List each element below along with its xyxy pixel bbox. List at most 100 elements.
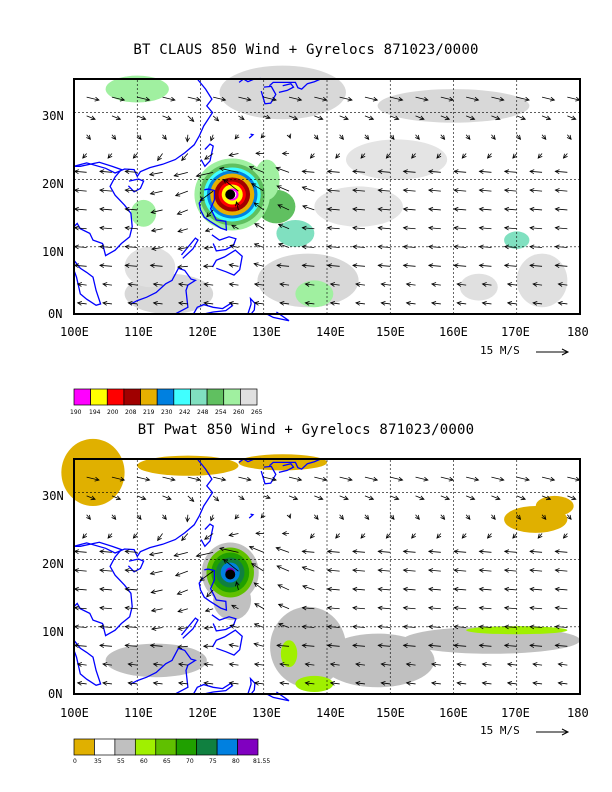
wind-vector-head: [465, 514, 471, 520]
wind-vector: [305, 682, 315, 685]
wind-vector: [186, 134, 189, 142]
wind-vector-head: [372, 96, 379, 102]
wind-vector: [254, 643, 264, 647]
wind-vector-head: [119, 96, 126, 102]
x-tick-label: 120E: [188, 706, 217, 720]
wind-vector: [378, 626, 391, 628]
wind-vector-head: [195, 553, 201, 558]
wind-vector: [327, 550, 340, 553]
wind-vector: [512, 153, 518, 159]
panel2-title: BT Pwat 850 Wind + Gyrelocs 871023/0000: [137, 422, 475, 438]
wind-vector-head: [343, 495, 349, 501]
wind-vector-head: [152, 680, 158, 686]
wind-vector: [251, 183, 264, 192]
wind-vector-head: [554, 263, 560, 268]
wind-vector: [440, 134, 445, 140]
coastline-mindanao: [211, 629, 243, 656]
coastline-borneo: [130, 267, 197, 315]
wind-vector-head: [419, 115, 425, 121]
wind-vector-head: [377, 188, 383, 193]
wind-vector-head: [444, 495, 451, 501]
wind-vector-head: [495, 115, 501, 121]
wind-vector-head: [532, 662, 538, 667]
wind-vector: [537, 153, 543, 159]
wind-vector: [504, 569, 517, 572]
wind-vector-head: [199, 576, 205, 582]
wind-vector: [254, 603, 264, 610]
wind-vector-head: [276, 263, 282, 268]
wind-vector: [229, 283, 239, 286]
wind-vector-head: [377, 643, 383, 648]
wind-vector: [74, 644, 87, 647]
wind-vector-head: [571, 495, 577, 501]
wind-vector: [196, 171, 214, 177]
wind-vector: [238, 476, 251, 481]
wind-vector: [149, 171, 163, 176]
wind-vector-head: [176, 210, 182, 215]
wind-vector: [99, 227, 112, 230]
colorbar-label: 208: [125, 409, 137, 416]
wind-vector-head: [453, 244, 459, 250]
coastline-shikoku: [278, 462, 295, 474]
wind-vector: [254, 243, 264, 248]
plot-frame: [73, 458, 581, 695]
wind-vector: [302, 566, 315, 572]
wind-vector: [137, 96, 150, 101]
coastline-indochina: [73, 161, 133, 257]
wind-vector-head: [204, 607, 211, 613]
wind-vector: [504, 588, 517, 591]
wind-vector-head: [99, 169, 105, 174]
coastline-taiwan: [200, 523, 214, 548]
wind-vector: [415, 495, 425, 500]
wind-vector: [339, 134, 344, 140]
wind-vector-head: [562, 153, 568, 159]
coastline-palawan: [181, 617, 199, 639]
coastline-halmahera: [247, 676, 256, 695]
vector-scale-arrowhead: [561, 728, 570, 736]
wind-vector-head: [326, 206, 332, 212]
wind-vector: [504, 607, 517, 610]
wind-vector: [276, 185, 290, 192]
wind-vector-head: [423, 476, 429, 482]
wind-vector: [213, 476, 226, 481]
wind-vector: [415, 514, 420, 520]
wind-vector: [555, 569, 568, 572]
wind-vector-head: [107, 153, 113, 159]
wind-vector-head: [277, 603, 284, 608]
wind-vector-head: [486, 533, 492, 539]
y-tick-label: 0N: [48, 687, 63, 701]
wind-vector: [364, 514, 370, 520]
wind-vector-head: [554, 244, 560, 250]
wind-vector-head: [255, 151, 261, 156]
wind-vector: [454, 626, 467, 628]
wind-vector-head: [529, 549, 535, 554]
wind-vector: [277, 584, 290, 591]
wind-vector-head: [222, 558, 229, 564]
wind-vector-head: [203, 680, 209, 686]
wind-vector: [378, 208, 391, 211]
wind-vector: [381, 302, 391, 305]
wind-vector-head: [478, 568, 484, 573]
coastline-indochina: [73, 541, 133, 637]
wind-vector-head: [481, 680, 487, 686]
wind-vector: [254, 682, 264, 685]
wind-vector: [364, 134, 370, 140]
wind-vector-head: [503, 624, 510, 630]
wind-vector: [82, 533, 87, 539]
wind-vector: [428, 189, 441, 192]
wind-vector: [454, 208, 467, 211]
wind-vector-head: [301, 624, 307, 630]
wind-vector-head: [427, 624, 434, 630]
wind-vector: [204, 302, 214, 305]
x-tick-label: 100E: [60, 706, 89, 720]
wind-vector: [378, 607, 391, 610]
wind-vector: [302, 585, 315, 591]
wind-vector-head: [210, 516, 215, 522]
x-tick-label: 160E: [439, 325, 468, 339]
wind-vector-head: [529, 643, 535, 648]
wind-vector: [352, 208, 365, 211]
wind-vector-head: [478, 225, 484, 231]
wind-vector: [428, 626, 441, 628]
colorbar-swatch: [123, 388, 141, 406]
wind-vector-head: [554, 549, 560, 554]
